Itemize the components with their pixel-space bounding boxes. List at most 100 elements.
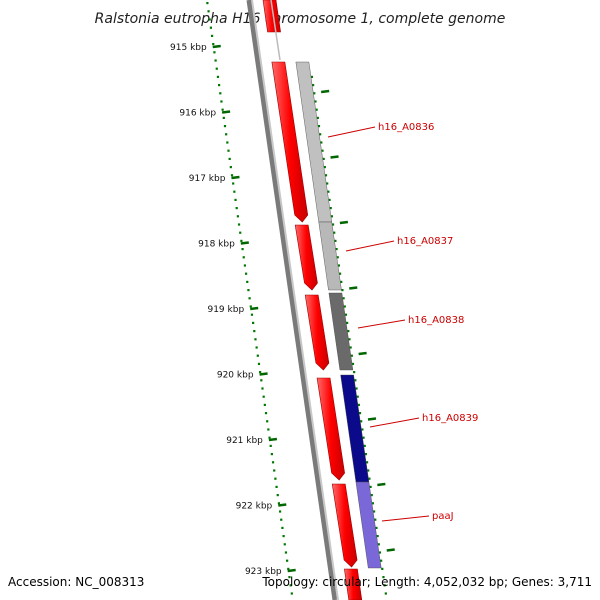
ruler-dot bbox=[216, 75, 220, 78]
ruler-dot bbox=[356, 395, 359, 398]
ruler-dot bbox=[267, 428, 270, 431]
ruler-dot bbox=[280, 518, 283, 521]
ruler-major-tick bbox=[278, 503, 287, 507]
ruler-dot bbox=[259, 371, 262, 374]
ruler-dot bbox=[250, 313, 254, 316]
ruler-dot bbox=[257, 362, 261, 365]
forward-cds-track bbox=[262, 0, 363, 600]
ruler-dot bbox=[274, 477, 277, 480]
ruler-major-tick bbox=[268, 437, 278, 442]
inner-dotted-ruler bbox=[310, 75, 387, 595]
gene-label[interactable]: h16_A0838 bbox=[408, 315, 464, 326]
gene-block bbox=[340, 374, 370, 483]
ruler-dot bbox=[333, 231, 336, 234]
ruler-dot bbox=[357, 403, 360, 406]
ruler-dot bbox=[255, 346, 258, 349]
ruler-dot bbox=[355, 387, 358, 390]
outer-major-tick bbox=[339, 220, 349, 225]
cds-arrow bbox=[331, 483, 358, 568]
ruler-dot bbox=[240, 239, 243, 242]
ruler-dot bbox=[209, 26, 213, 29]
ruler-dot bbox=[330, 215, 333, 218]
ruler-dot bbox=[218, 84, 221, 87]
ruler-tick-label: 922 kbp bbox=[236, 502, 273, 512]
ruler-dot bbox=[315, 108, 318, 111]
ruler-dot bbox=[206, 2, 209, 5]
ruler-dot bbox=[331, 223, 335, 226]
ruler-dot bbox=[233, 190, 236, 193]
ruler-dot bbox=[219, 92, 222, 95]
gene-label[interactable]: h16_A0837 bbox=[397, 236, 453, 247]
ruler-dot bbox=[382, 576, 385, 579]
gene-label[interactable]: paaJ bbox=[432, 511, 454, 522]
ruler-dot bbox=[226, 141, 229, 144]
ruler-dot bbox=[275, 485, 278, 488]
ruler-dot bbox=[220, 100, 223, 103]
cds-arrow bbox=[316, 377, 345, 481]
ruler-dot bbox=[262, 395, 265, 398]
outer-major-tick bbox=[386, 548, 395, 552]
ruler-dot bbox=[319, 133, 322, 136]
gene-label[interactable]: h16_A0839 bbox=[422, 413, 478, 424]
ruler-dot bbox=[313, 92, 316, 95]
ruler-dot bbox=[289, 584, 292, 587]
ruler-dot bbox=[370, 494, 373, 497]
outer-major-tick bbox=[321, 89, 330, 94]
ruler-dot bbox=[260, 379, 263, 382]
ruler-major-tick bbox=[240, 241, 249, 245]
ruler-dot bbox=[236, 215, 239, 218]
ruler-tick-label: 916 kbp bbox=[179, 109, 216, 119]
outer-major-tick bbox=[377, 482, 386, 487]
outer-major-tick bbox=[367, 417, 377, 421]
ruler-dot bbox=[322, 157, 325, 160]
gene-label[interactable]: h16_A0836 bbox=[378, 122, 434, 133]
ruler-dot bbox=[222, 116, 225, 119]
ruler-dot bbox=[286, 559, 289, 562]
gene-track bbox=[270, 0, 382, 569]
ruler-dot bbox=[234, 198, 237, 201]
ruler-dot bbox=[254, 338, 257, 341]
ruler-dot bbox=[344, 313, 348, 316]
ruler-dot bbox=[247, 289, 250, 292]
ruler-dot bbox=[348, 338, 351, 341]
ruler-dot bbox=[271, 461, 275, 464]
ruler-dot bbox=[365, 461, 369, 464]
ruler-dot bbox=[243, 264, 247, 267]
ruler-tick-label: 920 kbp bbox=[217, 371, 254, 381]
ruler-dot bbox=[269, 444, 272, 447]
cds-arrow bbox=[262, 0, 281, 33]
gene-block bbox=[318, 221, 342, 291]
cds-arrow bbox=[271, 61, 309, 223]
ruler-dot bbox=[288, 576, 291, 579]
ruler-major-tick bbox=[221, 110, 231, 114]
ruler-dot bbox=[358, 412, 362, 415]
cds-arrow bbox=[294, 224, 318, 291]
ruler-major-tick bbox=[212, 44, 221, 49]
gene-leader-line bbox=[381, 515, 430, 522]
ruler-dot bbox=[208, 18, 211, 21]
ruler-dot bbox=[282, 535, 285, 538]
ruler-dot bbox=[263, 403, 266, 406]
gene-leader-line bbox=[357, 319, 406, 329]
ruler-dot bbox=[310, 75, 314, 78]
ruler-dot bbox=[317, 125, 321, 128]
ruler-dot bbox=[323, 166, 326, 169]
ruler-dot bbox=[276, 494, 279, 497]
ruler-dot bbox=[351, 362, 355, 365]
ruler-dot bbox=[327, 190, 330, 193]
ruler-dot bbox=[353, 371, 356, 374]
gene-track-edge bbox=[270, 0, 281, 61]
ruler-dot bbox=[278, 510, 282, 513]
ruler-dot bbox=[377, 543, 380, 546]
ruler-dot bbox=[221, 108, 224, 111]
outer-major-tick bbox=[349, 286, 358, 290]
ruler-dot bbox=[235, 207, 238, 210]
ruler-dot bbox=[283, 543, 286, 546]
ruler-dot bbox=[349, 346, 352, 349]
ruler-dot bbox=[252, 321, 255, 324]
ruler-dot bbox=[213, 51, 216, 54]
ruler-dot bbox=[384, 592, 387, 595]
ruler-dot bbox=[248, 297, 251, 300]
gene-block bbox=[355, 481, 382, 569]
ruler-major-tick bbox=[250, 306, 259, 311]
